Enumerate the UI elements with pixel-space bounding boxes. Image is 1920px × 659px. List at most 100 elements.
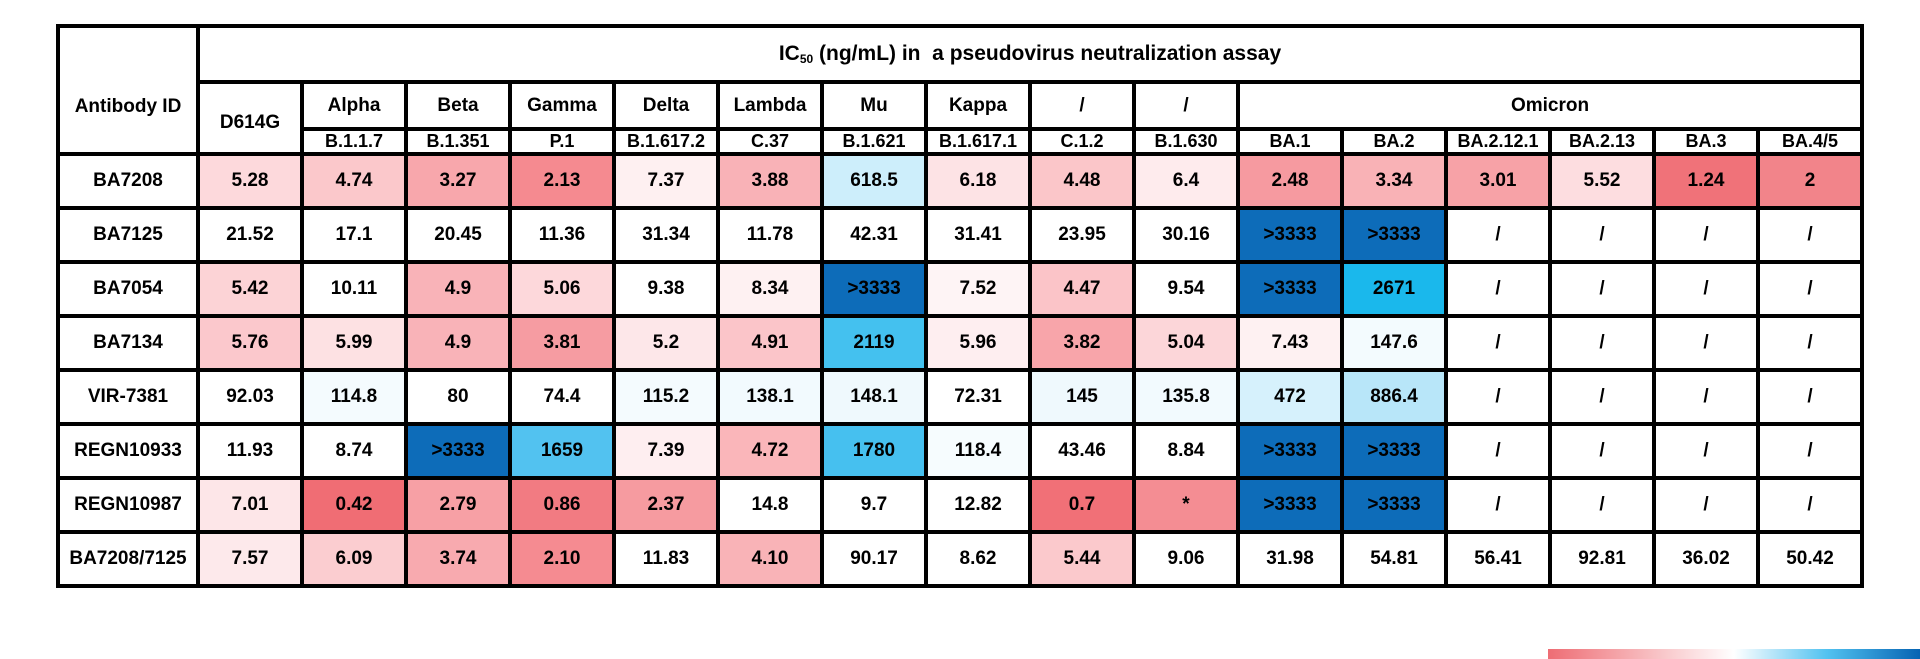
title-ic: IC <box>778 42 800 65</box>
heatmap-cell: 50.42 <box>1760 534 1864 588</box>
heatmap-cell: 12.82 <box>928 480 1032 534</box>
heatmap-cell: 4.72 <box>720 426 824 480</box>
heatmap-cell: 1780 <box>824 426 928 480</box>
color-scale-legend <box>1548 649 1920 659</box>
heatmap-cell: / <box>1656 372 1760 426</box>
heatmap-cell: / <box>1760 480 1864 534</box>
table-row: BA7208/7125 7.57 6.09 3.74 2.10 11.83 4.10 90.1… <box>60 534 1864 588</box>
antibody-id: BA7054 <box>60 264 200 318</box>
heatmap-cell: 3.82 <box>1032 318 1136 372</box>
heatmap-cell: / <box>1760 426 1864 480</box>
lineage-header: BA.2 <box>1344 131 1448 156</box>
heatmap-cell: 138.1 <box>720 372 824 426</box>
heatmap-cell: / <box>1760 372 1864 426</box>
heatmap-cell: / <box>1656 210 1760 264</box>
heatmap-cell: 3.27 <box>408 156 512 210</box>
heatmap-cell: 115.2 <box>616 372 720 426</box>
heatmap-cell: 1659 <box>512 426 616 480</box>
variant-header-d614g: D614G <box>200 84 304 156</box>
heatmap-cell: 31.34 <box>616 210 720 264</box>
lineage-header: BA.1 <box>1240 131 1344 156</box>
heatmap-cell: >3333 <box>1240 264 1344 318</box>
antibody-id: REGN10933 <box>60 426 200 480</box>
chart-title: IC50 (ng/mL) in a pseudovirus neutraliza… <box>200 28 1864 84</box>
heatmap-cell: 4.91 <box>720 318 824 372</box>
table-row: BA7054 5.42 10.11 4.9 5.06 9.38 8.34 >3333 7.52 4… <box>60 264 1864 318</box>
heatmap-cell: 886.4 <box>1344 372 1448 426</box>
heatmap-cell: / <box>1552 264 1656 318</box>
heatmap-cell: 3.34 <box>1344 156 1448 210</box>
heatmap-cell: 8.74 <box>304 426 408 480</box>
heatmap-cell: / <box>1656 264 1760 318</box>
antibody-id: BA7125 <box>60 210 200 264</box>
heatmap-cell: 31.98 <box>1240 534 1344 588</box>
lineage-header: B.1.1.7 <box>304 131 408 156</box>
variant-label: D614G <box>219 112 281 133</box>
heatmap-cell: >3333 <box>1240 210 1344 264</box>
heatmap-cell: / <box>1552 318 1656 372</box>
lineage-header: BA.3 <box>1656 131 1760 156</box>
heatmap-cell: 7.57 <box>200 534 304 588</box>
heatmap-cell: 5.99 <box>304 318 408 372</box>
heatmap-cell: 4.47 <box>1032 264 1136 318</box>
variant-label: Beta <box>437 94 479 116</box>
heatmap-cell: / <box>1448 318 1552 372</box>
heatmap-cell: 1.24 <box>1656 156 1760 210</box>
heatmap-cell: 8.34 <box>720 264 824 318</box>
variant-label: Mu <box>860 94 888 116</box>
lineage-header: B.1.351 <box>408 131 512 156</box>
antibody-id: VIR-7381 <box>60 372 200 426</box>
variant-label: / <box>1079 94 1085 116</box>
heatmap-cell: / <box>1448 426 1552 480</box>
table-row: REGN10933 11.93 8.74 >3333 1659 7.39 4.72 1780 1… <box>60 426 1864 480</box>
heatmap-cell: 11.78 <box>720 210 824 264</box>
heatmap-cell: / <box>1552 210 1656 264</box>
title-subscript: 50 <box>799 52 814 66</box>
variant-header: / <box>1136 84 1240 131</box>
heatmap-cell: 36.02 <box>1656 534 1760 588</box>
heatmap-cell: >3333 <box>1240 426 1344 480</box>
heatmap-cell: 2.10 <box>512 534 616 588</box>
heatmap-cell: 2.48 <box>1240 156 1344 210</box>
heatmap-cell: 10.11 <box>304 264 408 318</box>
heatmap-cell: 80 <box>408 372 512 426</box>
heatmap-cell: / <box>1448 264 1552 318</box>
heatmap-cell: 9.54 <box>1136 264 1240 318</box>
heatmap-cell: 4.74 <box>304 156 408 210</box>
heatmap-cell: 2.79 <box>408 480 512 534</box>
heatmap-cell: 54.81 <box>1344 534 1448 588</box>
omicron-group-header: Omicron <box>1240 84 1864 131</box>
heatmap-cell: >3333 <box>408 426 512 480</box>
variant-header: Kappa <box>928 84 1032 131</box>
heatmap-cell: * <box>1136 480 1240 534</box>
heatmap-cell: / <box>1552 480 1656 534</box>
variant-label: Kappa <box>948 94 1008 116</box>
antibody-id-header-label: Antibody ID <box>74 96 182 117</box>
heatmap-cell: 30.16 <box>1136 210 1240 264</box>
heatmap-cell: / <box>1760 210 1864 264</box>
omicron-label: Omicron <box>1510 94 1590 116</box>
heatmap-cell: 147.6 <box>1344 318 1448 372</box>
table-row: REGN10987 7.01 0.42 2.79 0.86 2.37 14.8 9.7 12.8… <box>60 480 1864 534</box>
heatmap-cell: 2119 <box>824 318 928 372</box>
heatmap-cell: 0.86 <box>512 480 616 534</box>
heatmap-cell: 43.46 <box>1032 426 1136 480</box>
heatmap-cell: 5.06 <box>512 264 616 318</box>
heatmap-cell: / <box>1760 264 1864 318</box>
heatmap-cell: 21.52 <box>200 210 304 264</box>
antibody-id: BA7208 <box>60 156 200 210</box>
heatmap-cell: >3333 <box>1344 426 1448 480</box>
heatmap-cell: 135.8 <box>1136 372 1240 426</box>
heatmap-cell: 2.13 <box>512 156 616 210</box>
heatmap-cell: 7.43 <box>1240 318 1344 372</box>
lineage-header: B.1.630 <box>1136 131 1240 156</box>
title-rest: (ng/mL) in a pseudovirus neutralization … <box>813 42 1282 65</box>
table-row: BA7208 5.28 4.74 3.27 2.13 7.37 3.88 618.5 6.18 4… <box>60 156 1864 210</box>
lineage-header: BA.2.12.1 <box>1448 131 1552 156</box>
lineage-header-row: B.1.1.7 B.1.351 P.1 B.1.617.2 C.37 B.1.621 B.1… <box>60 131 1864 156</box>
variant-header: Delta <box>616 84 720 131</box>
heatmap-cell: 31.41 <box>928 210 1032 264</box>
variant-header: / <box>1032 84 1136 131</box>
heatmap-cell: 5.04 <box>1136 318 1240 372</box>
heatmap-cell: 5.42 <box>200 264 304 318</box>
